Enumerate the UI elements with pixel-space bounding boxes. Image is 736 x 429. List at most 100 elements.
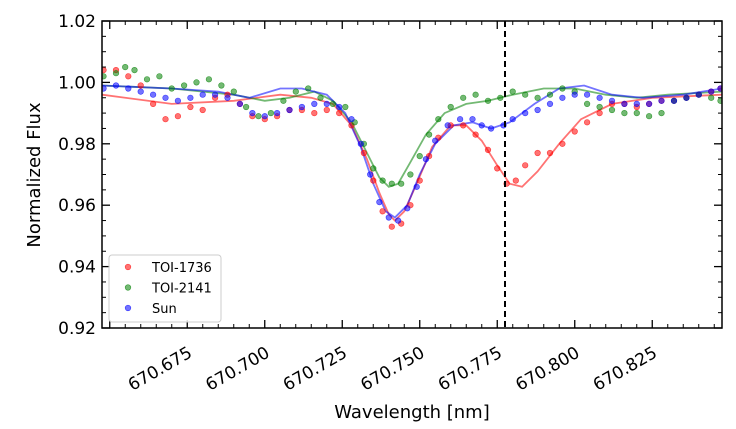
y-tick-label: 0.98 bbox=[58, 135, 96, 155]
data-point bbox=[633, 100, 640, 107]
data-point bbox=[488, 125, 495, 132]
data-point bbox=[534, 149, 541, 157]
model-line-1 bbox=[102, 84, 722, 188]
data-point bbox=[571, 91, 578, 98]
data-point bbox=[187, 94, 194, 101]
y-tick-label: 0.92 bbox=[58, 319, 96, 339]
model-line-2 bbox=[102, 84, 722, 219]
data-point bbox=[125, 73, 132, 80]
data-point bbox=[645, 100, 653, 107]
data-point bbox=[193, 79, 200, 86]
x-tick-labels: 670.675 670.700 670.725 670.750 670.775 670.8… bbox=[125, 343, 661, 395]
data-point bbox=[224, 94, 231, 101]
data-point bbox=[447, 103, 454, 111]
data-point bbox=[143, 76, 151, 83]
data-point bbox=[102, 73, 107, 80]
data-point bbox=[336, 103, 343, 111]
data-point bbox=[236, 100, 243, 107]
x-axis-label: Wavelength [nm] bbox=[334, 402, 490, 423]
data-point bbox=[596, 94, 603, 101]
data-point bbox=[546, 149, 554, 157]
data-point bbox=[125, 85, 132, 92]
data-point bbox=[608, 106, 616, 114]
data-point bbox=[658, 109, 665, 117]
data-point bbox=[311, 109, 318, 117]
data-point bbox=[323, 100, 330, 107]
data-point bbox=[112, 82, 120, 89]
data-point bbox=[181, 82, 188, 89]
data-point bbox=[407, 171, 414, 178]
y-tick-label: 1.02 bbox=[58, 12, 96, 32]
data-point bbox=[379, 208, 386, 215]
data-point bbox=[522, 109, 529, 117]
data-point bbox=[168, 85, 175, 92]
y-tick-label: 1.00 bbox=[58, 73, 96, 93]
data-point bbox=[243, 103, 250, 111]
data-point bbox=[457, 116, 464, 123]
y-axis-label: Normalized Flux bbox=[24, 102, 45, 248]
axis-ticks bbox=[102, 20, 722, 329]
x-tick-label: 670.750 bbox=[357, 343, 428, 395]
data-point bbox=[348, 116, 355, 123]
data-point bbox=[370, 177, 377, 184]
data-point bbox=[645, 113, 653, 120]
y-tick-label: 0.96 bbox=[58, 196, 96, 216]
legend: TOI-1736 TOI-2141 Sun bbox=[108, 254, 222, 323]
data-point bbox=[478, 122, 485, 129]
data-point bbox=[162, 94, 169, 101]
data-point bbox=[388, 223, 395, 230]
data-point bbox=[370, 165, 377, 172]
data-point bbox=[323, 106, 330, 114]
data-point bbox=[435, 116, 442, 123]
data-points bbox=[102, 63, 722, 230]
legend-label: TOI-1736 bbox=[151, 261, 212, 276]
data-point bbox=[546, 91, 554, 98]
legend-label: TOI-2141 bbox=[151, 282, 212, 297]
data-point bbox=[416, 177, 423, 184]
data-point bbox=[571, 128, 578, 135]
data-point bbox=[522, 91, 529, 98]
data-point bbox=[416, 153, 423, 160]
data-point bbox=[255, 113, 262, 120]
data-point bbox=[583, 100, 591, 107]
data-point bbox=[305, 85, 312, 92]
data-point bbox=[112, 70, 120, 77]
data-point bbox=[292, 88, 299, 95]
data-point bbox=[484, 97, 492, 104]
data-point bbox=[131, 66, 138, 74]
legend-marker bbox=[124, 263, 132, 271]
data-point bbox=[329, 100, 337, 107]
data-point bbox=[199, 106, 206, 114]
data-point bbox=[122, 63, 129, 71]
data-point bbox=[472, 131, 479, 138]
legend-label: Sun bbox=[152, 302, 177, 317]
legend-marker bbox=[124, 284, 132, 291]
y-tick-labels: 0.92 0.94 0.96 0.98 1.00 1.02 bbox=[58, 12, 96, 339]
data-point bbox=[162, 116, 169, 123]
data-point bbox=[267, 109, 275, 117]
data-point bbox=[286, 106, 293, 114]
data-point bbox=[298, 103, 306, 111]
data-point bbox=[150, 91, 157, 98]
x-tick-label: 670.800 bbox=[512, 343, 583, 395]
data-point bbox=[102, 85, 107, 92]
data-point bbox=[596, 109, 603, 117]
data-point bbox=[683, 94, 690, 101]
data-point bbox=[150, 100, 157, 107]
data-point bbox=[426, 131, 433, 138]
data-point bbox=[460, 122, 467, 129]
data-point bbox=[509, 116, 516, 123]
data-point bbox=[261, 113, 268, 120]
data-point bbox=[444, 122, 451, 129]
data-point bbox=[212, 91, 219, 98]
data-point bbox=[311, 100, 318, 107]
data-point bbox=[559, 94, 566, 101]
data-point bbox=[497, 94, 504, 101]
data-point bbox=[336, 109, 343, 117]
data-point bbox=[670, 97, 678, 104]
data-point bbox=[658, 97, 665, 104]
data-point bbox=[398, 180, 405, 187]
legend-box bbox=[108, 254, 222, 323]
x-tick-label: 670.775 bbox=[435, 343, 506, 395]
